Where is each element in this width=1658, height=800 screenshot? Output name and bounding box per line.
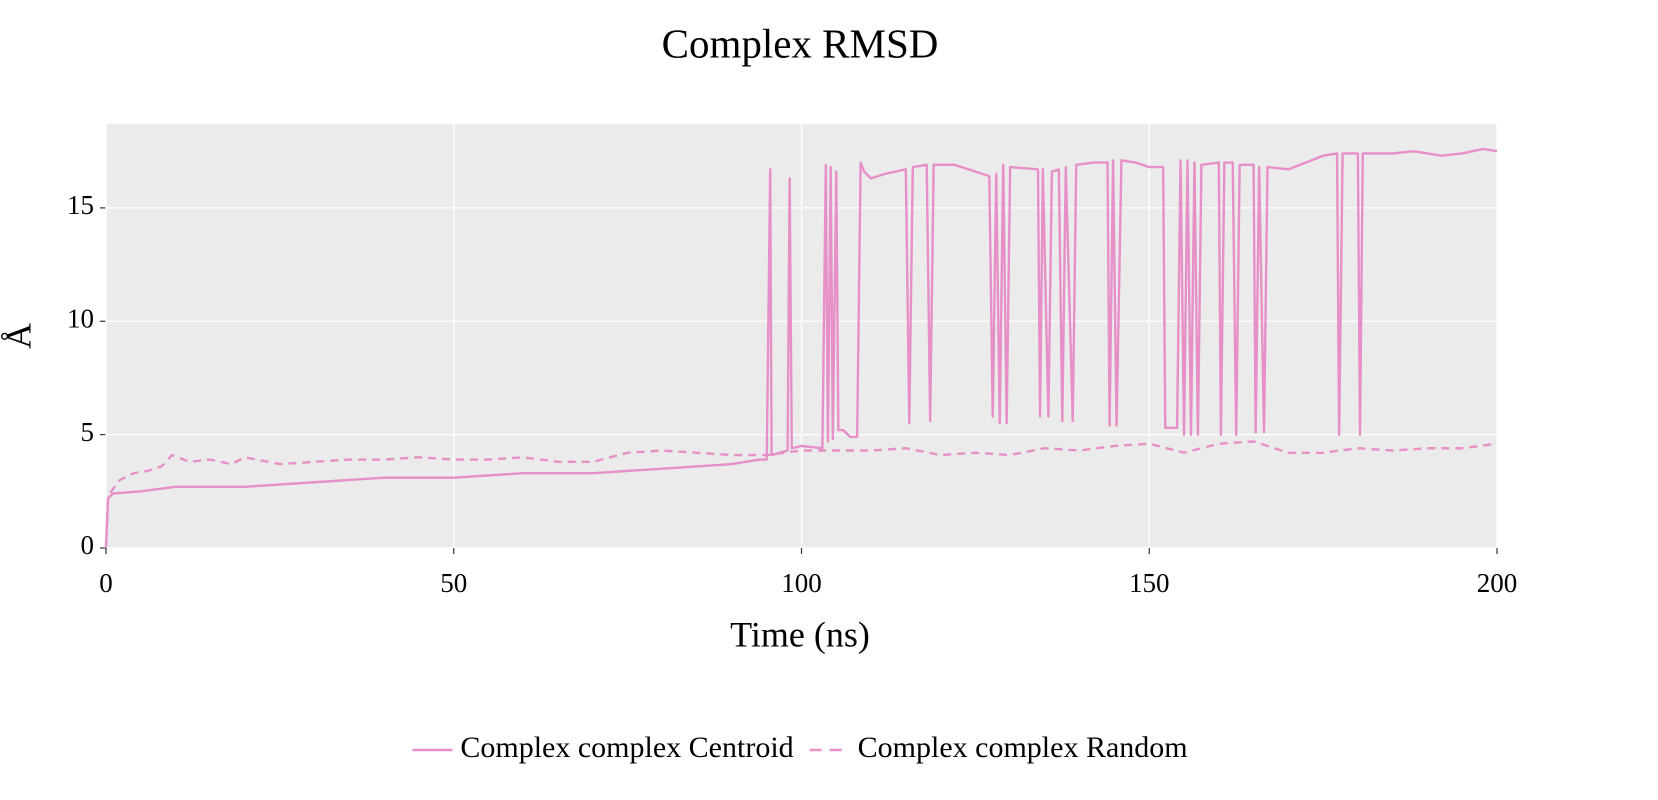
x-tick-label: 150 [1129,568,1170,598]
x-tick-label: 0 [99,568,113,598]
y-tick-label: 0 [81,530,95,560]
y-tick-label: 10 [67,303,94,333]
y-tick-label: 5 [81,417,95,447]
chart-title: Complex RMSD [662,20,939,66]
x-tick-label: 100 [781,568,822,598]
y-axis-title: Å [0,323,38,349]
data-line [104,147,1498,549]
x-tick-label: 50 [440,568,467,598]
x-axis-title: Time (ns) [730,614,870,654]
legend-label: Complex complex Centroid [460,731,793,764]
legend-label: Complex complex Random [858,731,1188,764]
x-tick-label: 200 [1477,568,1518,598]
legend: Complex complex Centroid Complex complex … [412,731,1188,764]
data-line [104,440,1498,549]
y-tick-label: 15 [67,190,94,220]
